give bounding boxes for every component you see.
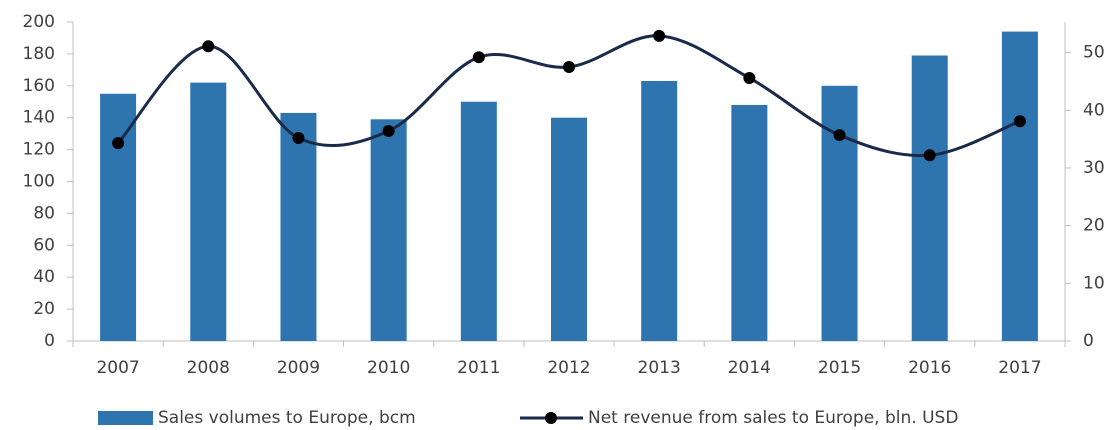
y-tick-label: 40 [33, 267, 55, 287]
y2-tick-label: 20 [1083, 216, 1105, 236]
x-tick-label: 2017 [998, 358, 1041, 378]
bar [100, 93, 137, 342]
line-point [112, 137, 125, 150]
line-point [382, 125, 395, 138]
y-tick-label: 160 [23, 76, 55, 96]
line-point [202, 40, 215, 53]
y-tick-label: 200 [23, 12, 55, 32]
y2-tick-label: 50 [1083, 43, 1105, 63]
bar [280, 112, 317, 341]
bar [731, 104, 768, 341]
x-tick-label: 2014 [728, 358, 771, 378]
x-tick-label: 2007 [96, 358, 139, 378]
y-tick-label: 180 [23, 44, 55, 64]
bar [911, 55, 948, 342]
y-tick-label: 80 [33, 203, 55, 223]
y2-tick-label: 0 [1083, 331, 1094, 351]
line-point [1013, 115, 1026, 128]
x-tick-label: 2012 [547, 358, 590, 378]
bar [460, 101, 497, 341]
y-tick-label: 140 [23, 108, 55, 128]
line-point [472, 51, 485, 64]
y-tick-label: 0 [44, 331, 55, 351]
x-tick-label: 2009 [277, 358, 320, 378]
line-point [653, 29, 666, 42]
bar [641, 81, 678, 341]
y-tick-label: 120 [23, 140, 55, 160]
legend-swatch [98, 411, 153, 425]
line-point [563, 60, 575, 73]
x-tick-label: 2015 [818, 358, 861, 378]
bar [551, 117, 587, 341]
y-tick-label: 60 [33, 235, 55, 255]
bar [190, 82, 227, 342]
x-tick-label: 2008 [187, 358, 230, 378]
legend-swatch [545, 412, 557, 424]
line-point [292, 131, 305, 144]
x-tick-label: 2010 [367, 358, 410, 378]
x-tick-label: 2013 [638, 358, 681, 378]
legend-label: Net revenue from sales to Europe, bln. U… [588, 408, 958, 428]
legend-label: Sales volumes to Europe, bcm [158, 408, 416, 428]
y-tick-label: 20 [33, 299, 55, 319]
y2-tick-label: 40 [1083, 100, 1105, 120]
x-tick-label: 2011 [457, 358, 500, 378]
line-point [923, 149, 936, 162]
line-point [743, 71, 756, 84]
bar [821, 85, 858, 341]
line [116, 34, 1021, 158]
line-point [833, 129, 846, 142]
y2-tick-label: 10 [1083, 273, 1105, 293]
x-tick-label: 2016 [908, 358, 951, 378]
bar [1001, 31, 1038, 341]
bar [370, 119, 407, 341]
y-tick-label: 100 [23, 172, 55, 192]
y2-tick-label: 30 [1083, 158, 1105, 178]
